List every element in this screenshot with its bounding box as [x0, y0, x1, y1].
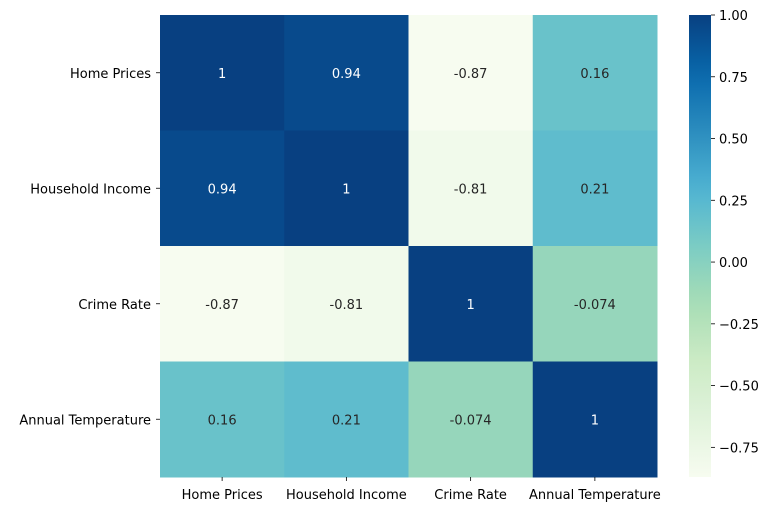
- colorbar-tick-label-4: 0.00: [719, 256, 748, 271]
- cell-label-r0-c1: 0.94: [332, 67, 361, 82]
- heatmap-cell-r2-c0: [160, 246, 285, 362]
- y-axis-ticks: Home Prices Household Income Crime Rate Ann…: [19, 67, 160, 428]
- heatmap-cell-r2-c1: [284, 246, 409, 362]
- heatmap-cell-r2-c2: [408, 246, 534, 362]
- x-tick-label-1: Household Income: [286, 488, 407, 503]
- cell-label-r3-c0: 0.16: [208, 413, 237, 428]
- colorbar-tick-label-0: 1.00: [719, 9, 748, 24]
- heatmap-cell-r1-c1: [284, 130, 409, 247]
- cell-label-r0-c0: 1: [218, 67, 226, 82]
- heatmap-cell-r3-c3: [532, 361, 658, 478]
- y-tick-label-1: Household Income: [30, 182, 151, 197]
- colorbar-gradient: [689, 15, 711, 477]
- cell-label-r2-c0: -0.87: [205, 298, 239, 313]
- cell-label-r1-c0: 0.94: [208, 182, 237, 197]
- cell-label-r0-c2: -0.87: [454, 67, 488, 82]
- y-tick-label-0: Home Prices: [70, 67, 151, 82]
- colorbar-tick-label-1: 0.75: [719, 71, 748, 86]
- cell-label-r3-c2: -0.074: [450, 413, 492, 428]
- cell-label-r0-c3: 0.16: [580, 67, 609, 82]
- x-tick-label-3: Annual Temperature: [529, 488, 661, 503]
- heatmap-cell-r0-c1: [284, 15, 409, 131]
- heatmap-cell-r3-c2: [408, 361, 534, 478]
- heatmap-cell-r0-c3: [532, 15, 658, 131]
- heatmap-cell-r1-c3: [532, 130, 658, 247]
- heatmap-cell-r3-c0: [160, 361, 285, 478]
- colorbar-tick-label-7: −0.75: [719, 441, 759, 456]
- cell-label-r2-c3: -0.074: [574, 298, 616, 313]
- colorbar: 1.00 0.75 0.50 0.25 0.00 −0.25 −0.50 −0.75: [689, 9, 759, 477]
- x-axis-ticks: Home Prices Household Income Crime Rate Ann…: [182, 477, 661, 503]
- x-tick-label-0: Home Prices: [182, 488, 263, 503]
- heatmap-cell-r2-c3: [532, 246, 658, 362]
- y-tick-label-2: Crime Rate: [78, 298, 151, 313]
- heatmap-cell-r1-c2: [408, 130, 534, 247]
- colorbar-ticks: 1.00 0.75 0.50 0.25 0.00 −0.25 −0.50 −0.75: [711, 9, 759, 456]
- cell-label-r3-c1: 0.21: [332, 413, 361, 428]
- colorbar-tick-label-5: −0.25: [719, 318, 759, 333]
- cell-label-r1-c1: 1: [342, 182, 350, 197]
- colorbar-tick-label-3: 0.25: [719, 194, 748, 209]
- colorbar-tick-label-6: −0.50: [719, 380, 759, 395]
- colorbar-tick-label-2: 0.50: [719, 133, 748, 148]
- heatmap-cell-r3-c1: [284, 361, 409, 478]
- x-tick-label-2: Crime Rate: [434, 488, 507, 503]
- cell-label-r1-c2: -0.81: [454, 182, 488, 197]
- heatmap-cell-r1-c0: [160, 130, 285, 247]
- cell-label-r2-c2: 1: [466, 298, 474, 313]
- heatmap-cells: [160, 15, 658, 478]
- cell-label-r2-c1: -0.81: [330, 298, 364, 313]
- y-tick-label-3: Annual Temperature: [19, 413, 151, 428]
- heatmap-cell-labels: 1 0.94 -0.87 0.16 0.94 1 -0.81 0.21 -0.87 -0.81 1 -…: [205, 67, 616, 429]
- heatmap-cell-r0-c2: [408, 15, 534, 131]
- cell-label-r3-c3: 1: [591, 413, 599, 428]
- heatmap-cell-r0-c0: [160, 15, 285, 131]
- cell-label-r1-c3: 0.21: [580, 182, 609, 197]
